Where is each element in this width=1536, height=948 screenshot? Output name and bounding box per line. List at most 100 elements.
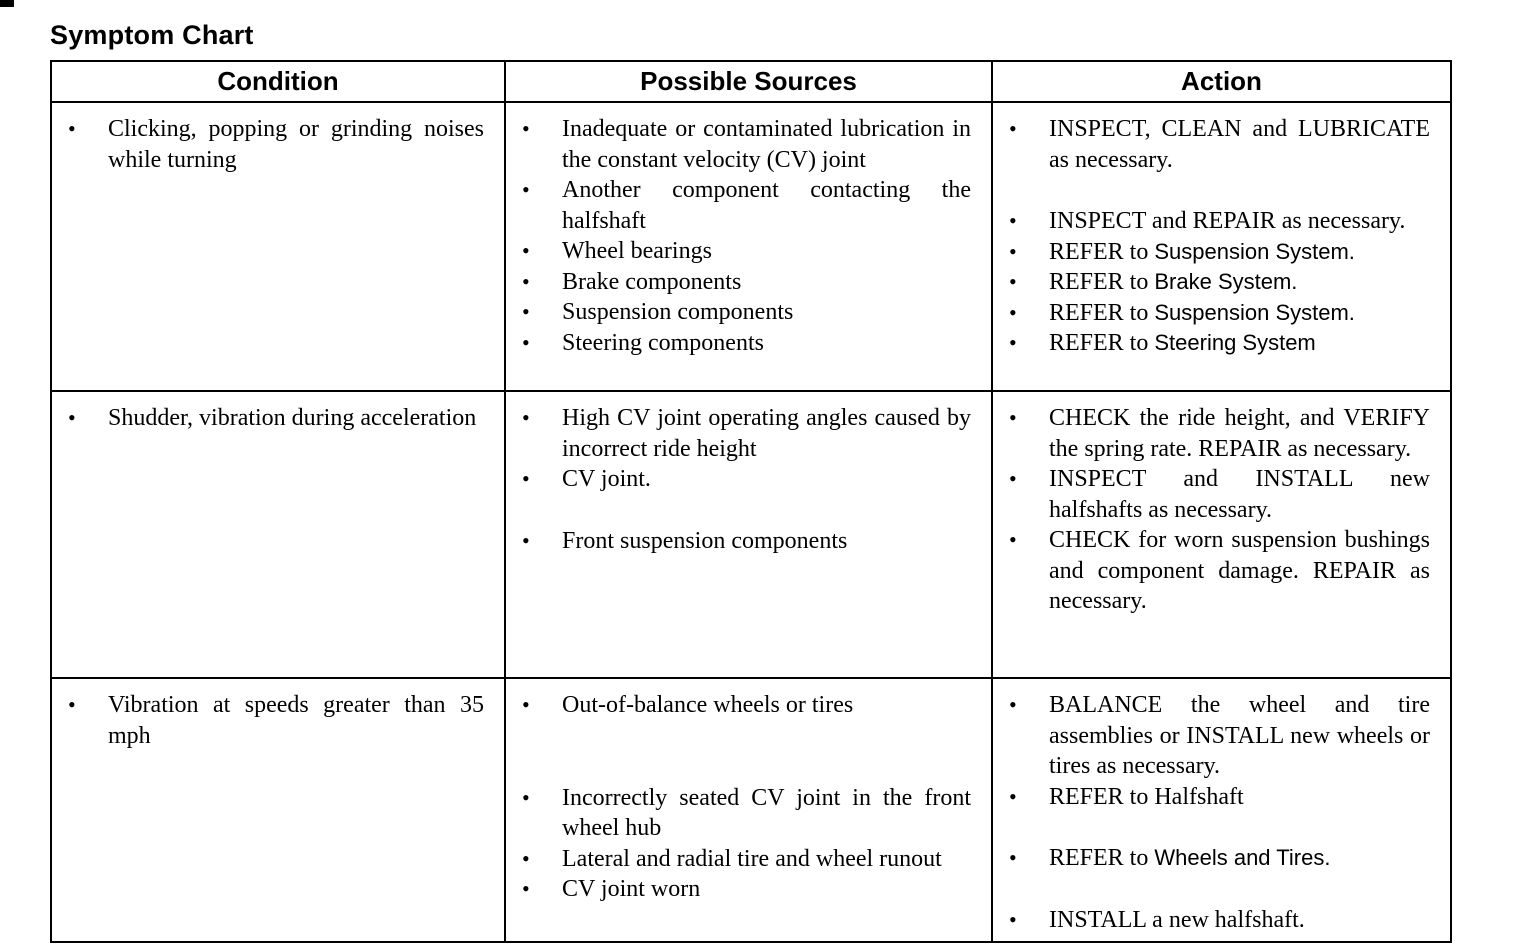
bullet-item: • Suspension components [522,297,971,328]
bullet-item: • Shudder, vibration during acceleration [68,403,484,434]
bullet-text: BALANCE the wheel and tire assemblies or… [1049,692,1430,779]
action-cell: • CHECK the ride height, and VERIFY the s… [991,390,1452,679]
bullet-item: • Clicking, popping or grinding noises wh… [68,114,484,175]
bullet-text: INSPECT, CLEAN and LUBRICATE as necessar… [1049,116,1430,173]
table-header: Condition Possible Sources Action [50,60,1452,103]
bullet-text: Incorrectly seated CV joint in the front… [562,784,971,842]
bullet-icon: • [522,784,530,810]
bullet-text: REFER to Brake System. [1049,269,1298,295]
table-body: • Clicking, popping or grinding noises wh… [50,101,1452,943]
bullet-icon: • [1009,269,1017,294]
bullet-item: • Incorrectly seated CV joint in the fron… [522,783,971,844]
bullet-text: INSTALL a new halfshaft. [1049,906,1305,933]
bullet-item: • REFER to Brake System. [1009,267,1430,298]
bullet-icon: • [522,527,530,553]
bullet-text: REFER to Wheels and Tires. [1049,845,1331,871]
bullet-icon: • [522,845,530,871]
bullet-item: • CV joint worn [522,874,971,905]
bullet-text: CV joint worn [562,876,701,902]
bullet-text: REFER to Suspension System. [1049,238,1355,265]
bullet-item: • Brake components [522,267,971,298]
bullet-icon: • [522,876,530,901]
column-header-possible-sources: Possible Sources [504,60,993,103]
bullet-text: CV joint. [562,466,651,492]
bullet-icon: • [1009,906,1017,932]
bullet-item: • REFER to Suspension System. [1009,237,1430,268]
condition-cell: • Vibration at speeds greater than 35 mph [50,677,506,943]
bullet-text: REFER to Suspension System. [1049,299,1355,326]
bullet-text: Wheel bearings [562,238,712,264]
bullet-item: • CHECK for worn suspension bushings and … [1009,525,1430,617]
bullet-item: • Steering components [522,328,971,359]
symptom-chart-table: Condition Possible Sources Action • Click… [50,60,1452,943]
bullet-item: • REFER to Suspension System. [1009,298,1430,329]
bullet-icon: • [522,329,530,355]
bullet-item: • CHECK the ride height, and VERIFY the s… [1009,403,1430,464]
bullet-item: • CV joint. [522,464,971,495]
bullet-text: CHECK the ride height, and VERIFY the sp… [1049,405,1430,462]
bullet-item: • Inadequate or contaminated lubrication … [522,114,971,175]
bullet-text: Steering components [562,329,764,356]
bullet-text: Vibration at speeds greater than 35 mph [108,692,484,749]
bullet-item: • Out-of-balance wheels or tires [522,690,971,721]
bullet-text: INSPECT and REPAIR as necessary. [1049,208,1406,234]
bullet-text: Clicking, popping or grinding noises whi… [108,116,484,173]
bullet-icon: • [522,177,530,202]
bullet-item: • Another component contacting the halfsh… [522,175,971,236]
bullet-icon: • [68,116,76,141]
bullet-text: Suspension components [562,299,794,325]
bullet-icon: • [68,405,76,430]
table-row: • Shudder, vibration during acceleration •… [50,390,1452,679]
bullet-text: Shudder, vibration during acceleration [108,405,477,431]
bullet-icon: • [1009,238,1017,264]
bullet-icon: • [522,238,530,263]
action-cell: • INSPECT, CLEAN and LUBRICATE as necessa… [991,101,1452,392]
bullet-icon: • [522,466,530,491]
bullet-icon: • [522,299,530,324]
bullet-item: • REFER to Halfshaft [1009,782,1430,813]
condition-cell: • Clicking, popping or grinding noises wh… [50,101,506,392]
bullet-item: • REFER to Steering System [1009,328,1430,359]
bullet-icon: • [522,268,530,294]
bullet-text: Lateral and radial tire and wheel runout [562,845,942,872]
bullet-item: • Lateral and radial tire and wheel runou… [522,844,971,875]
bullet-item: • Front suspension components [522,526,971,557]
bullet-text: Inadequate or contaminated lubrication i… [562,116,971,173]
bullet-icon: • [1009,405,1017,430]
bullet-text: Front suspension components [562,527,848,554]
bullet-text: Out-of-balance wheels or tires [562,692,854,718]
bullet-icon: • [1009,208,1017,233]
bullet-icon: • [1009,330,1017,355]
bullet-icon: • [1009,783,1017,809]
page-corner-mark [0,0,14,7]
bullet-item: • Wheel bearings [522,236,971,267]
bullet-text: REFER to Halfshaft [1049,783,1244,810]
bullet-icon: • [1009,692,1017,717]
sources-cell: • Inadequate or contaminated lubrication … [504,101,993,392]
bullet-text: High CV joint operating angles caused by… [562,405,971,462]
bullet-text: CHECK for worn suspension bushings and c… [1049,527,1430,614]
bullet-icon: • [1009,527,1017,552]
bullet-icon: • [1009,845,1017,870]
condition-cell: • Shudder, vibration during acceleration [50,390,506,679]
bullet-item: • INSPECT, CLEAN and LUBRICATE as necessa… [1009,114,1430,175]
bullet-text: Brake components [562,268,742,295]
bullet-icon: • [522,692,530,717]
bullet-icon: • [68,692,76,717]
bullet-icon: • [1009,299,1017,325]
column-header-action: Action [991,60,1452,103]
bullet-item: • BALANCE the wheel and tire assemblies o… [1009,690,1430,782]
page-title: Symptom Chart [50,20,254,50]
bullet-item: • INSTALL a new halfshaft. [1009,905,1430,936]
table-row: • Clicking, popping or grinding noises wh… [50,101,1452,392]
bullet-item: • INSPECT and INSTALL new halfshafts as n… [1009,464,1430,525]
bullet-text: REFER to Steering System [1049,330,1316,356]
header-row: Condition Possible Sources Action [50,60,1452,103]
sources-cell: • High CV joint operating angles caused b… [504,390,993,679]
bullet-text: Another component contacting the halfsha… [562,177,971,234]
sources-cell: • Out-of-balance wheels or tires • Incorrec… [504,677,993,943]
bullet-item: • INSPECT and REPAIR as necessary. [1009,206,1430,237]
action-cell: • BALANCE the wheel and tire assemblies o… [991,677,1452,943]
bullet-item: • REFER to Wheels and Tires. [1009,843,1430,874]
